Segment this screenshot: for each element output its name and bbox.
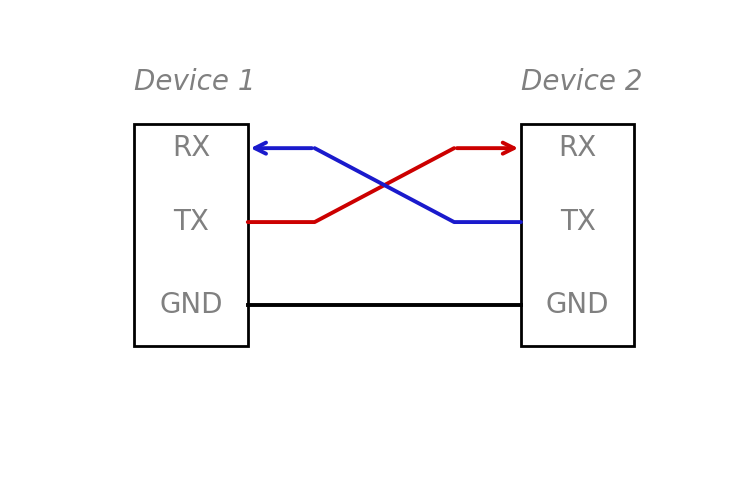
Text: GND: GND <box>546 291 610 319</box>
Text: Device 2: Device 2 <box>521 69 643 96</box>
Text: GND: GND <box>159 291 223 319</box>
Text: RX: RX <box>172 134 210 162</box>
Bar <box>521 124 634 346</box>
Text: TX: TX <box>560 208 596 236</box>
Text: Device 1: Device 1 <box>134 69 256 96</box>
Text: RX: RX <box>559 134 597 162</box>
Text: TX: TX <box>173 208 209 236</box>
Bar <box>134 124 248 346</box>
